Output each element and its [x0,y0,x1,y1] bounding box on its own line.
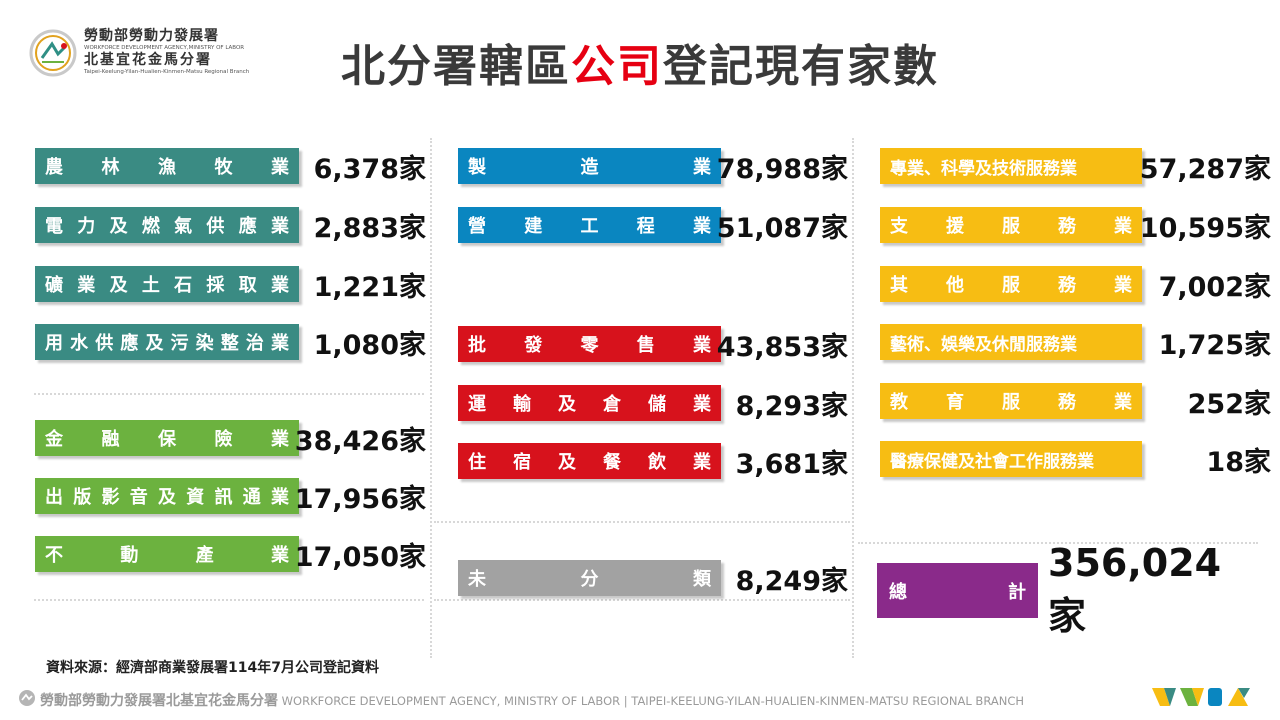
industry-label: 營建工程業 [458,207,721,243]
industry-count: 78,988家 [716,153,848,185]
branch-name-en: Taipei-Keelung-Yilan-Hualien-Kinmen-Mats… [84,69,250,75]
industry-count: 8,249家 [735,565,848,597]
row-divider [34,393,424,395]
industry-label: 電力及燃氣供應業 [35,207,299,243]
industry-count: 1,221家 [313,271,426,303]
industry-count: 17,050家 [294,541,426,573]
industry-count: 38,426家 [294,425,426,457]
column-divider [852,138,854,658]
industry-count: 10,595家 [1139,212,1271,244]
industry-label: 製造業 [458,148,721,184]
wda-brand-mark-icon [1152,688,1250,706]
industry-count: 252家 [1187,388,1271,420]
row-divider [858,542,1258,544]
industry-label: 不動產業 [35,536,299,572]
industry-label: 住宿及餐飲業 [458,443,721,479]
industry-count: 3,681家 [735,448,848,480]
industry-label: 批發零售業 [458,326,721,362]
agency-logo: 勞動部勞動力發展署 WORKFORCE DEVELOPMENT AGENCY,M… [28,26,278,82]
industry-label: 其他服務業 [880,266,1142,302]
industry-label: 藝術、娛樂及休閒服務業 [880,324,1142,360]
total-count: 356,024家 [1048,541,1222,638]
industry-count: 2,883家 [313,212,426,244]
industry-label: 專業、科學及技術服務業 [880,148,1142,184]
org-name-cn: 勞動部勞動力發展署 [84,28,219,44]
industry-label: 農林漁牧業 [35,148,299,184]
title-suffix: 登記現有家數 [663,41,939,92]
industry-label: 出版影音及資訊通業 [35,478,299,514]
industry-label: 運輸及倉儲業 [458,385,721,421]
industry-label: 礦業及土石採取業 [35,266,299,302]
industry-count: 18家 [1206,446,1271,478]
branch-name-cn: 北基宜花金馬分署 [84,52,212,68]
footer-bar: 勞動部勞動力發展署北基宜花金馬分署 WORKFORCE DEVELOPMENT … [0,684,1280,714]
footer-org-text: 勞動部勞動力發展署北基宜花金馬分署 WORKFORCE DEVELOPMENT … [40,690,1024,710]
industry-count: 1,725家 [1158,329,1271,361]
industry-count: 43,853家 [716,331,848,363]
industry-label: 醫療保健及社會工作服務業 [880,441,1142,477]
title-highlight: 公司 [571,41,663,92]
industry-count: 1,080家 [313,329,426,361]
title-prefix: 北分署轄區 [341,41,571,92]
data-source-note: 資料來源：經濟部商業發展署114年7月公司登記資料 [46,660,379,676]
industry-label: 支援服務業 [880,207,1142,243]
page-title: 北分署轄區公司登記現有家數 [0,30,1280,94]
industry-count: 7,002家 [1158,271,1271,303]
industry-count: 17,956家 [294,483,426,515]
footer-org-cn: 勞動部勞動力發展署北基宜花金馬分署 [40,693,278,709]
row-divider [434,521,850,523]
industry-count: 6,378家 [313,153,426,185]
industry-label: 教育服務業 [880,383,1142,419]
agency-emblem-icon [29,29,77,77]
industry-label: 用水供應及污染整治業 [35,324,299,360]
industry-label: 未分類 [458,560,721,596]
row-divider [34,599,424,601]
agency-emblem-icon [19,690,35,706]
org-name-en: WORKFORCE DEVELOPMENT AGENCY,MINISTRY OF… [84,45,245,51]
industry-count: 8,293家 [735,390,848,422]
column-divider [430,138,432,658]
industry-count: 51,087家 [716,212,848,244]
row-divider [434,599,850,601]
total-label: 總計 [877,563,1038,618]
industry-label: 金融保險業 [35,420,299,456]
industry-count: 57,287家 [1139,153,1271,185]
footer-org-en: WORKFORCE DEVELOPMENT AGENCY, MINISTRY O… [281,694,1024,708]
